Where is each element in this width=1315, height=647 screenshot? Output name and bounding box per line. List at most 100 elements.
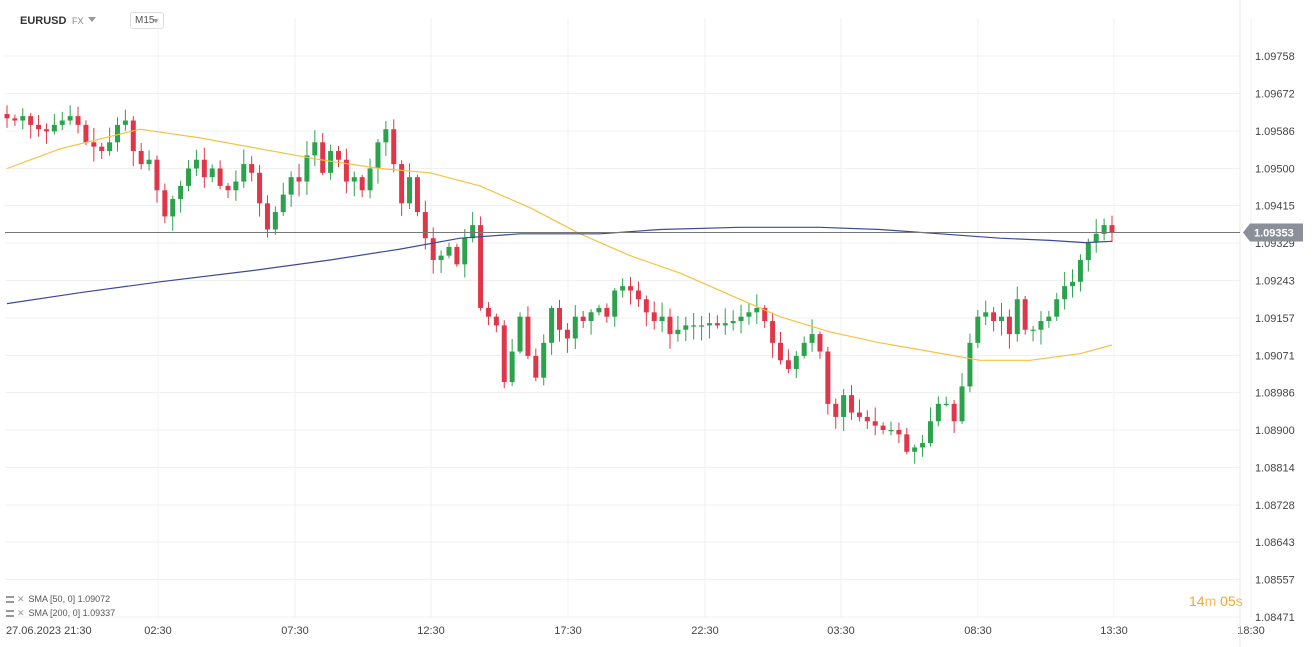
- candle-body: [1093, 233, 1099, 243]
- candle-body: [493, 316, 499, 326]
- candle-body: [154, 159, 160, 191]
- timeframe-select[interactable]: M15: [130, 12, 164, 29]
- timeframe-value: M15: [135, 15, 155, 26]
- candle-body: [249, 164, 255, 173]
- indicator-settings-icon[interactable]: [6, 596, 14, 604]
- candle-body: [422, 212, 428, 239]
- candle-body: [99, 146, 105, 152]
- close-icon[interactable]: ✕: [17, 594, 25, 604]
- candle-body: [367, 168, 373, 191]
- candle-body: [620, 286, 626, 291]
- close-icon[interactable]: ✕: [17, 608, 25, 618]
- y-tick-label: 1.08814: [1255, 462, 1295, 474]
- candle-body: [43, 129, 49, 132]
- candle-body: [896, 430, 902, 435]
- candle-body: [1070, 281, 1076, 287]
- candle-body: [438, 255, 444, 260]
- candle-body: [983, 312, 989, 317]
- candle-body: [280, 194, 286, 213]
- candle-body: [359, 177, 365, 191]
- legend-value: 1.09337: [82, 608, 116, 618]
- x-tick-label: 12:30: [417, 625, 445, 637]
- candle-body: [351, 177, 357, 182]
- candle-body: [580, 316, 586, 322]
- candle-body: [4, 113, 10, 119]
- candle-body: [375, 142, 381, 169]
- candle-body: [999, 316, 1004, 322]
- candle-body: [778, 342, 783, 361]
- candle-body: [533, 355, 539, 378]
- candle-body: [588, 312, 594, 322]
- x-tick-label: 22:30: [691, 625, 719, 637]
- candle-body: [501, 325, 507, 383]
- candle-body: [706, 323, 712, 326]
- candle-body: [1109, 225, 1115, 233]
- y-tick-label: 1.08728: [1255, 500, 1295, 512]
- candle-body: [91, 142, 97, 147]
- candle-body: [343, 159, 349, 182]
- candle-body: [604, 307, 610, 317]
- candle-body: [320, 142, 326, 173]
- candle-body: [462, 238, 468, 265]
- candle-body: [241, 164, 247, 182]
- y-tick-label: 1.08643: [1255, 537, 1295, 549]
- candle-body: [1062, 286, 1068, 300]
- y-tick-label: 1.08471: [1255, 612, 1295, 624]
- x-tick-label: 27.06.2023 21:30: [6, 625, 92, 637]
- candle-body: [951, 403, 957, 422]
- candle-body: [564, 329, 570, 339]
- candle-body: [912, 447, 918, 452]
- candle-body: [817, 334, 823, 352]
- candle-body: [186, 168, 192, 186]
- candle-body: [312, 142, 318, 156]
- candle-body: [67, 116, 73, 121]
- candle-body: [596, 307, 602, 313]
- legend-sma200: ✕ SMA [200, 0] 1.09337: [6, 608, 115, 619]
- candle-body: [75, 116, 81, 125]
- candle-body: [935, 403, 941, 422]
- candle-body: [233, 181, 239, 191]
- candle-body: [201, 159, 207, 178]
- candle-body: [572, 316, 578, 339]
- candle-body: [746, 312, 752, 317]
- candle-body: [541, 342, 547, 378]
- candle-body: [991, 312, 997, 322]
- indicator-settings-icon[interactable]: [6, 610, 14, 618]
- candle-body: [730, 321, 736, 324]
- price-tag-label: 1.09353: [1254, 228, 1294, 240]
- candle-body: [399, 164, 405, 204]
- candle-countdown: 14m 05s: [1189, 593, 1243, 609]
- candle-body: [793, 355, 799, 369]
- symbol-label[interactable]: EURUSD: [20, 15, 67, 27]
- candle-body: [612, 290, 618, 317]
- candle-body: [833, 403, 839, 417]
- y-tick-label: 1.09157: [1255, 313, 1295, 325]
- y-tick-label: 1.09672: [1255, 88, 1295, 100]
- candle-body: [336, 151, 341, 160]
- candle-body: [699, 325, 705, 327]
- candle-body: [967, 342, 973, 387]
- candle-body: [20, 116, 26, 121]
- chevron-down-icon: [153, 19, 159, 23]
- candle-body: [391, 129, 397, 165]
- candle-body: [1014, 299, 1020, 335]
- candle-body: [1038, 321, 1044, 330]
- candle-body: [959, 386, 965, 422]
- candle-body: [178, 185, 184, 199]
- candle-body: [738, 316, 744, 322]
- candle-body: [478, 225, 484, 308]
- symbol-dropdown-caret-icon[interactable]: [88, 17, 96, 22]
- candle-body: [801, 342, 807, 356]
- candle-body: [714, 323, 720, 326]
- candle-body: [414, 177, 420, 213]
- candle-body: [454, 246, 460, 265]
- x-tick-label: 13:30: [1100, 625, 1128, 637]
- countdown-minutes: 14: [1189, 593, 1205, 609]
- candle-body: [549, 307, 555, 343]
- candle-body: [217, 168, 223, 186]
- candle-body: [683, 325, 689, 330]
- candle-body: [754, 307, 760, 313]
- chart-toolbar: EURUSD FX M15: [0, 0, 400, 40]
- candle-body: [296, 177, 302, 182]
